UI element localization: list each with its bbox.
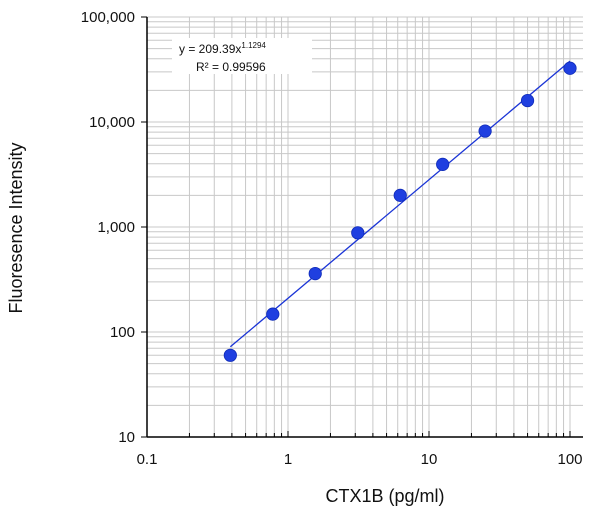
x-tick-label: 0.1 <box>137 451 158 468</box>
r-squared-label: R² = 0.99596 <box>196 60 266 74</box>
x-tick-label: 1 <box>284 451 292 468</box>
equation-box: y = 209.39x1.1294 R² = 0.99596 <box>172 38 312 74</box>
trendline <box>229 60 571 348</box>
equation-prefix: y = 209.39x <box>179 42 241 56</box>
equation-exponent: 1.1294 <box>241 41 266 50</box>
axis-ticks: 0.1 1 10 100 10 100 1,000 10,000 100,000 <box>81 9 583 468</box>
x-axis-title: CTX1B (pg/ml) <box>325 486 444 506</box>
x-tick-label: 100 <box>557 451 582 468</box>
trendline-equation: y = 209.39x1.1294 <box>179 41 266 56</box>
trendline-group <box>229 60 571 348</box>
data-point <box>266 307 280 321</box>
y-tick-label: 100,000 <box>81 9 135 26</box>
y-tick-label: 1,000 <box>97 219 135 236</box>
y-tick-label: 10,000 <box>89 114 135 131</box>
data-points <box>223 61 577 362</box>
data-point <box>436 157 450 171</box>
data-point <box>393 188 407 202</box>
data-point <box>520 93 535 108</box>
y-tick-label: 100 <box>110 324 135 341</box>
data-point <box>478 124 492 138</box>
y-tick-label: 10 <box>118 429 135 446</box>
equation-box-background <box>172 38 312 74</box>
y-axis-title: Fluoresence Intensity <box>6 142 26 313</box>
grid-lines <box>146 16 583 438</box>
data-point <box>351 226 365 240</box>
x-tick-label: 10 <box>421 451 438 468</box>
data-point <box>308 266 322 281</box>
data-point <box>563 61 577 75</box>
data-point <box>223 348 237 362</box>
